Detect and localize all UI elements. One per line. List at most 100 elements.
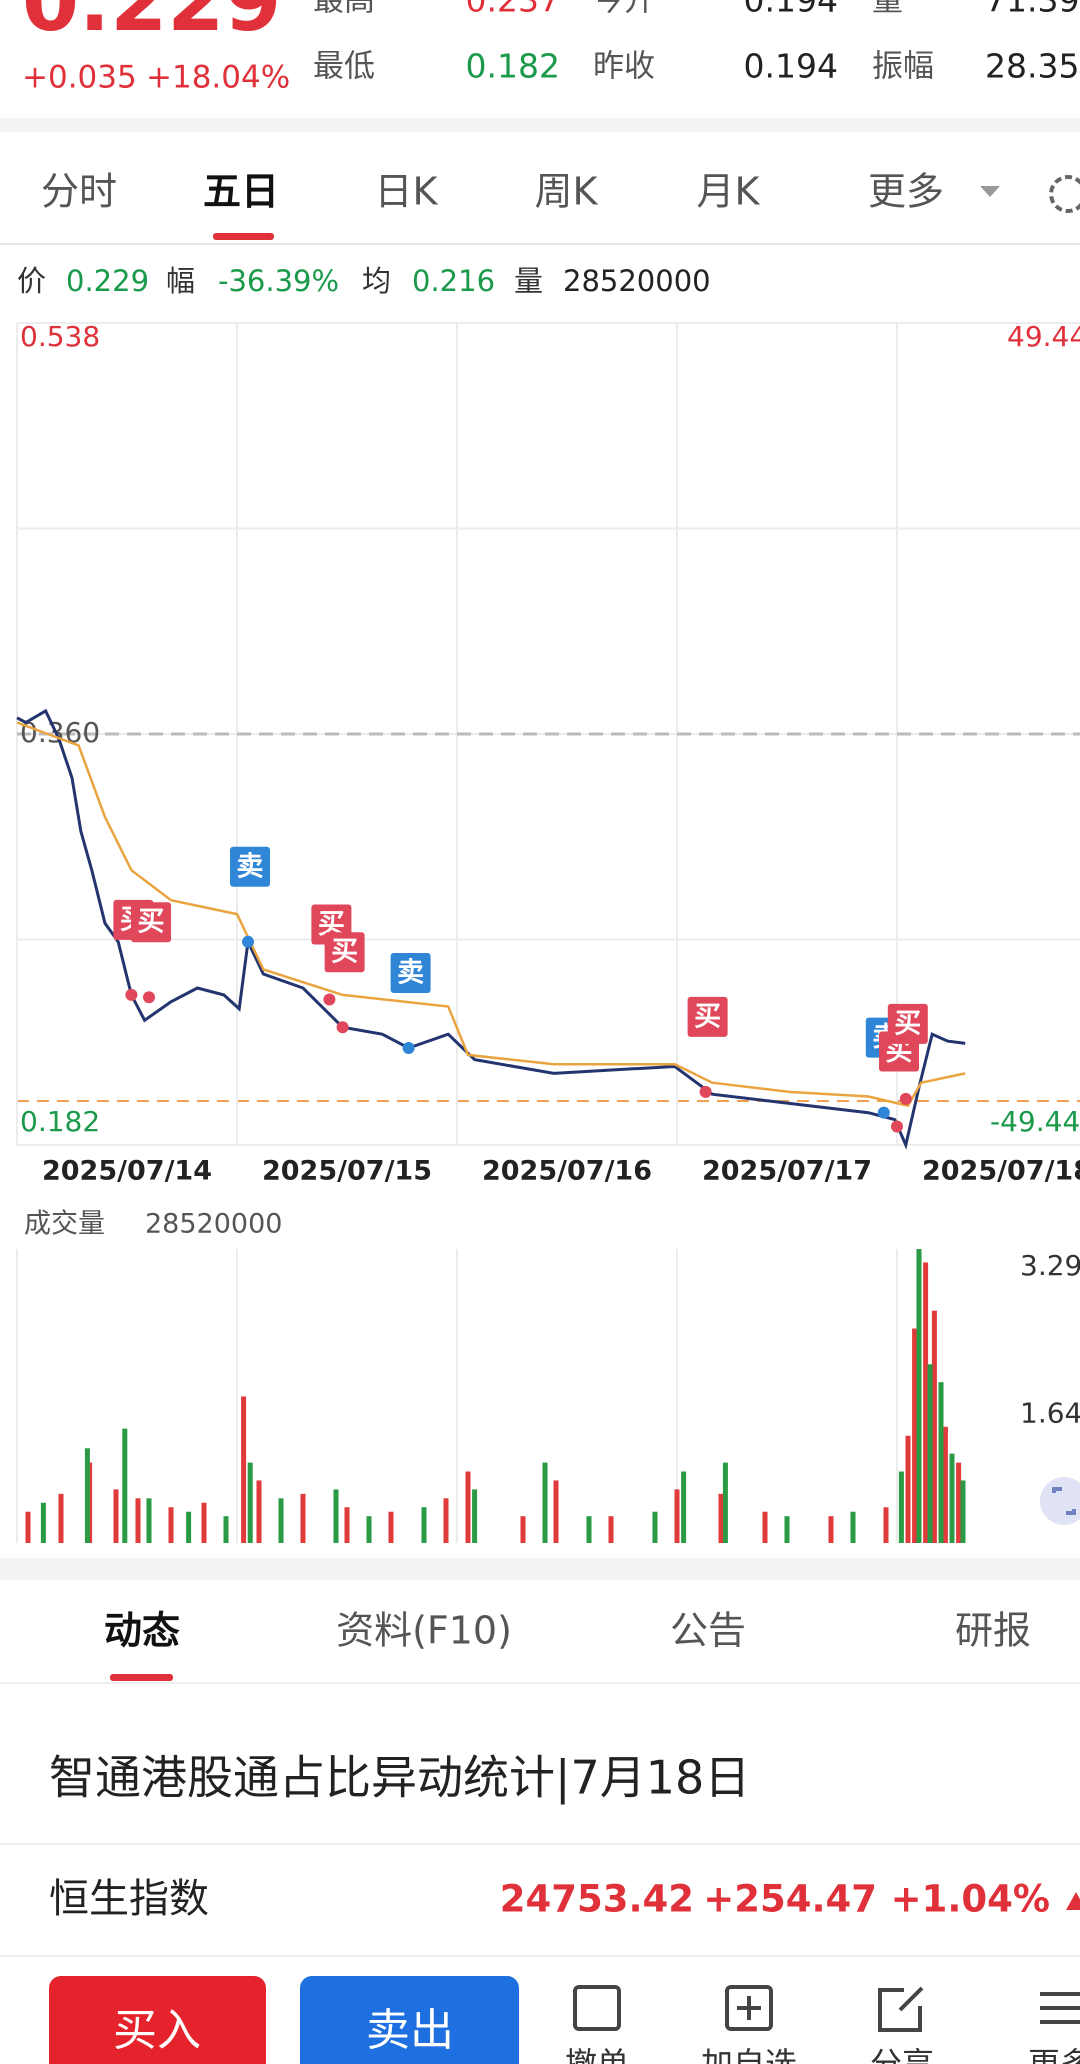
volume-bar [443, 1498, 449, 1543]
stat-label: 振幅 [872, 49, 934, 85]
y2-tick-label: -49.44% [990, 1105, 1080, 1138]
trade-flag [887, 1003, 928, 1044]
price-line [16, 708, 966, 1150]
volume-bar [905, 1435, 911, 1543]
index-value: 24753.42 [500, 1878, 694, 1921]
cancel-icon[interactable] [573, 1985, 621, 2031]
volume-bar [241, 1396, 247, 1543]
volume-bar [898, 1471, 904, 1543]
volume-bar [465, 1471, 471, 1543]
tool-label[interactable]: 撤单 [565, 2045, 629, 2064]
volume-bar [146, 1498, 152, 1543]
trade-dot [402, 1042, 415, 1055]
info-label: 量 [514, 264, 543, 298]
trade-flag [324, 932, 365, 973]
x-tick-label: 2025/07/15 [262, 1156, 432, 1187]
volume-bar [520, 1516, 526, 1543]
watch-icon[interactable] [725, 1985, 773, 2031]
volume-bar [122, 1428, 128, 1543]
news-tab[interactable]: 动态 [104, 1609, 180, 1653]
info-value: 0.229 [66, 264, 149, 298]
tab-underline [110, 1674, 173, 1681]
more-icon[interactable] [1040, 1992, 1080, 2024]
tab-underline [213, 233, 274, 240]
volume-bar [883, 1507, 889, 1543]
volume-bar [542, 1462, 548, 1543]
stat-value: 28.35 [985, 47, 1079, 86]
tab[interactable]: 周K [535, 170, 599, 214]
volume-bar [722, 1462, 728, 1543]
up-arrow [1066, 1892, 1080, 1910]
index-change: +254.47 [703, 1878, 877, 1921]
volume-bar [586, 1516, 592, 1543]
tab[interactable]: 日K [375, 170, 439, 214]
tab[interactable]: 月K [697, 170, 761, 214]
settings-icon[interactable] [1049, 175, 1080, 213]
change-pct: +18.04% [146, 60, 290, 96]
volume-bar [84, 1448, 90, 1543]
volume-total: 28520000 [145, 1209, 282, 1240]
separator [0, 1558, 1080, 1580]
buy-label[interactable]: 买入 [113, 2005, 201, 2056]
dropdown-arrow[interactable] [980, 186, 1000, 197]
trade-flag-label: 买 [331, 937, 358, 968]
volume-bar [923, 1262, 929, 1543]
volume-bar [949, 1453, 955, 1543]
volume-bar [674, 1489, 680, 1543]
volume-bar [718, 1493, 724, 1543]
news-tab[interactable]: 公告 [670, 1609, 746, 1653]
volume-bar [927, 1364, 933, 1543]
info-value: -36.39% [218, 264, 339, 298]
trade-flag-label: 卖 [397, 958, 424, 989]
news-tab[interactable]: 研报 [955, 1609, 1031, 1653]
volume-bar [762, 1511, 768, 1543]
trade-dot [891, 1120, 903, 1133]
info-value: 0.216 [412, 264, 495, 298]
x-tick-label: 2025/07/18 [922, 1156, 1080, 1187]
stat-label: 量 [872, 0, 903, 19]
volume-bar [828, 1516, 834, 1543]
news-tab[interactable]: 资料(F10) [336, 1609, 512, 1653]
share-icon[interactable] [878, 1986, 924, 2032]
tool-label[interactable]: 分享 [870, 2045, 934, 2064]
y-tick-label: 1.64 [1020, 1396, 1080, 1429]
buy-button[interactable] [49, 1976, 266, 2064]
trade-dot [323, 993, 336, 1006]
volume-bar [366, 1516, 372, 1543]
expand-icon [1052, 1487, 1076, 1515]
sell-button[interactable] [300, 1976, 519, 2064]
volume-bar [247, 1462, 253, 1543]
volume-bar [784, 1516, 790, 1543]
volume-bar [186, 1511, 192, 1543]
volume-bar [40, 1502, 46, 1543]
trade-dot [899, 1092, 912, 1105]
tab[interactable]: 分时 [41, 170, 117, 214]
volume-bar [681, 1471, 687, 1543]
tab[interactable]: 更多 [868, 170, 944, 214]
sell-label[interactable]: 卖出 [366, 2005, 454, 2056]
tab[interactable]: 五日 [203, 170, 279, 214]
expand-button[interactable] [1040, 1477, 1080, 1525]
trade-flag-label: 买 [694, 1001, 721, 1032]
volume-bar [388, 1511, 394, 1543]
stat-label: 最低 [313, 49, 375, 85]
trade-flag-label: 买 [894, 1008, 921, 1039]
y-tick-label: 3.29 [1020, 1249, 1080, 1282]
trade-dot [336, 1021, 349, 1034]
news-headline[interactable]: 智通港股通占比异动统计|7月18日 [49, 1751, 750, 1806]
y-tick-label: 0.538 [20, 320, 100, 353]
trade-dot [143, 991, 155, 1004]
stat-label: 昨收 [593, 49, 655, 85]
stat-value: 0.194 [744, 47, 838, 86]
trade-flag-label: 卖 [237, 851, 264, 882]
info-value: 28520000 [563, 264, 711, 298]
info-label: 均 [362, 264, 391, 298]
tool-label[interactable]: 加自选 [701, 2045, 797, 2064]
volume-bar [58, 1493, 64, 1543]
volume-bar [942, 1426, 948, 1543]
volume-bar [300, 1493, 306, 1543]
x-tick-label: 2025/07/16 [482, 1156, 652, 1187]
tool-label[interactable]: 更多 [1028, 2045, 1080, 2064]
stat-value: 0.237 [466, 0, 560, 20]
